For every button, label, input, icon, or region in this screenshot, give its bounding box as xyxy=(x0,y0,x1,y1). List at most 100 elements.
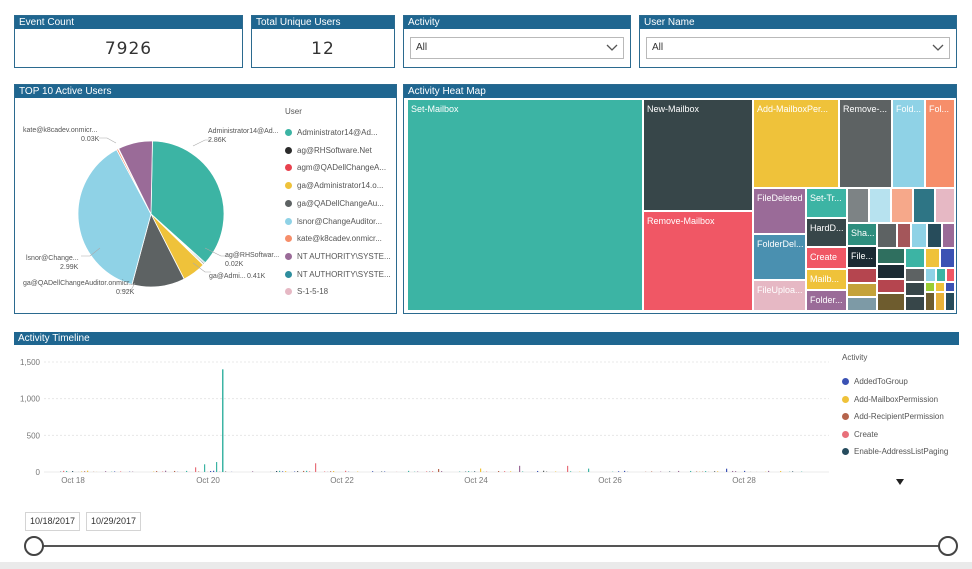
timeline-bar[interactable] xyxy=(717,471,719,472)
tile-file[interactable]: File... xyxy=(848,247,878,269)
tile-small[interactable] xyxy=(906,249,926,269)
tile-set-mailbox[interactable]: Set-Mailbox xyxy=(408,100,644,312)
tile-small[interactable] xyxy=(936,189,956,224)
timeline-bar[interactable] xyxy=(174,470,176,472)
timeline-bar[interactable] xyxy=(744,470,746,472)
timeline-bar[interactable] xyxy=(522,471,524,472)
tile-small[interactable] xyxy=(912,224,928,249)
timeline-bar[interactable] xyxy=(498,471,500,472)
timeline-bar[interactable] xyxy=(588,468,590,472)
timeline-bar[interactable] xyxy=(315,463,317,472)
timeline-bar[interactable] xyxy=(279,470,281,472)
timeline-bar[interactable] xyxy=(105,471,107,472)
timeline-bar[interactable] xyxy=(345,470,347,472)
timeline-bar[interactable] xyxy=(66,470,68,472)
tile-fol[interactable]: Fol... xyxy=(926,100,956,189)
timeline-bar[interactable] xyxy=(213,470,215,472)
timeline-bar[interactable] xyxy=(792,471,794,472)
date-end-input[interactable]: 10/29/2017 xyxy=(86,512,142,531)
pie-legend-item[interactable]: NT AUTHORITY\SYSTE... xyxy=(285,252,391,261)
timeline-bar[interactable] xyxy=(210,471,212,472)
timeline-bar[interactable] xyxy=(324,471,326,472)
tile-remove-2[interactable]: Remove-... xyxy=(840,100,893,189)
timeline-bar[interactable] xyxy=(555,471,557,472)
tile-small[interactable] xyxy=(914,189,936,224)
tile-sha[interactable]: Sha... xyxy=(848,224,878,247)
tile-small[interactable] xyxy=(926,283,936,293)
pie-legend-item[interactable]: ga@QADellChangeAu... xyxy=(285,199,384,208)
timeline-bar[interactable] xyxy=(333,471,335,472)
timeline-bar[interactable] xyxy=(309,471,311,472)
timeline-bar[interactable] xyxy=(618,471,620,472)
timeline-bar[interactable] xyxy=(780,471,782,472)
timeline-bar[interactable] xyxy=(468,471,470,472)
tile-small[interactable] xyxy=(848,189,870,224)
timeline-bar[interactable] xyxy=(474,471,476,472)
legend-more-icon[interactable] xyxy=(895,479,905,485)
tile-small[interactable] xyxy=(848,269,878,284)
pie-legend-item[interactable]: agm@QADellChangeA... xyxy=(285,163,386,172)
timeline-bar[interactable] xyxy=(690,470,692,472)
timeline-bar[interactable] xyxy=(252,471,254,472)
date-range-start-handle[interactable] xyxy=(24,536,44,556)
timeline-spike-bar[interactable] xyxy=(222,369,224,472)
tile-create[interactable]: Create xyxy=(807,248,848,270)
timeline-legend-item[interactable]: Enable-AddressListPaging xyxy=(842,447,948,456)
timeline-bar[interactable] xyxy=(276,471,278,472)
timeline-bar[interactable] xyxy=(408,470,410,472)
timeline-bar[interactable] xyxy=(186,470,188,472)
tile-mailb[interactable]: Mailb... xyxy=(807,270,848,291)
timeline-bar[interactable] xyxy=(81,471,83,472)
timeline-bar[interactable] xyxy=(72,471,74,472)
user-name-dropdown[interactable]: All xyxy=(646,37,950,59)
tile-small[interactable] xyxy=(926,249,941,269)
tile-filedeleted[interactable]: FileDeleted xyxy=(754,189,807,235)
tile-small[interactable] xyxy=(878,249,906,265)
timeline-bar[interactable] xyxy=(504,471,506,472)
timeline-bar[interactable] xyxy=(678,470,680,472)
tile-small[interactable] xyxy=(941,249,956,269)
timeline-bar[interactable] xyxy=(438,469,440,472)
timeline-bar[interactable] xyxy=(426,471,428,472)
timeline-bar[interactable] xyxy=(306,470,308,472)
timeline-bar[interactable] xyxy=(297,471,299,472)
tile-small[interactable] xyxy=(926,269,937,283)
tile-small[interactable] xyxy=(848,298,878,312)
tile-hardd[interactable]: HardD... xyxy=(807,219,848,248)
timeline-bar[interactable] xyxy=(567,465,569,472)
date-range-track[interactable] xyxy=(34,545,948,547)
timeline-bar[interactable] xyxy=(480,468,482,472)
pie-legend-item[interactable]: lsnor@ChangeAuditor... xyxy=(285,217,382,226)
tile-small[interactable] xyxy=(906,269,926,283)
tile-small[interactable] xyxy=(878,280,906,294)
timeline-bar[interactable] xyxy=(156,471,158,472)
pie-slice[interactable] xyxy=(118,140,153,215)
timeline-bar[interactable] xyxy=(732,470,734,472)
tile-small[interactable] xyxy=(878,224,898,249)
tile-small[interactable] xyxy=(943,224,956,249)
tile-small[interactable] xyxy=(848,284,878,298)
timeline-bar[interactable] xyxy=(84,471,86,472)
tile-small[interactable] xyxy=(906,297,926,312)
date-range-end-handle[interactable] xyxy=(938,536,958,556)
tile-small[interactable] xyxy=(906,283,926,297)
tile-small[interactable] xyxy=(898,224,912,249)
timeline-bar[interactable] xyxy=(330,471,332,472)
timeline-bar[interactable] xyxy=(441,471,443,472)
tile-fileuploa[interactable]: FileUploa... xyxy=(754,281,807,312)
tile-small[interactable] xyxy=(937,269,947,283)
timeline-bar[interactable] xyxy=(282,471,284,472)
timeline-legend-item[interactable]: Add-MailboxPermission xyxy=(842,395,938,404)
date-start-input[interactable]: 10/18/2017 xyxy=(25,512,81,531)
timeline-bar[interactable] xyxy=(624,470,626,472)
timeline-bar[interactable] xyxy=(735,471,737,472)
timeline-legend-item[interactable]: AddedToGroup xyxy=(842,377,908,386)
pie-legend-item[interactable]: ga@Administrator14.o... xyxy=(285,181,383,190)
timeline-bar[interactable] xyxy=(165,470,167,472)
timeline-bar[interactable] xyxy=(195,467,197,472)
activity-dropdown[interactable]: All xyxy=(410,37,624,59)
pie-legend-item[interactable]: Administrator14@Ad... xyxy=(285,128,378,137)
timeline-bar[interactable] xyxy=(726,468,728,472)
tile-small[interactable] xyxy=(926,293,936,312)
timeline-bar[interactable] xyxy=(432,471,434,472)
